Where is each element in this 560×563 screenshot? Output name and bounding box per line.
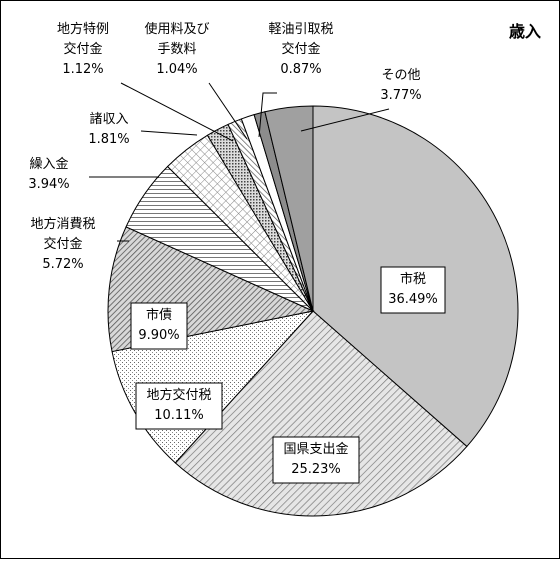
leader-line-6: [140, 130, 198, 136]
slice-label-10: その他 3.77%: [380, 68, 421, 103]
slice-label-3: 市債 9.90%: [138, 307, 179, 343]
leader-lines: [89, 82, 390, 242]
slice-label-box-3: [130, 302, 188, 350]
slice-label-1: 国県支出金 25.23%: [283, 441, 348, 477]
pie-slice-10: [264, 105, 314, 312]
slice-label-5: 繰入金 3.94%: [28, 156, 69, 192]
slice-label-4: 地方消費税交付金 5.72%: [30, 216, 95, 272]
leader-line-10: [300, 108, 390, 132]
slice-label-8: 使用料及び手数料 1.04%: [144, 21, 209, 77]
chart-title: 歳入: [509, 22, 541, 41]
slice-labels: 市税 36.49% 国県支出金 25.23% 地方交付税 10.11% 市債 9.90% 地方消…: [28, 21, 446, 484]
slice-label-box-1: [272, 436, 360, 484]
slice-label-7: 地方特例交付金 1.12%: [57, 21, 109, 77]
slice-label-9: 軽油引取税交付金 0.87%: [268, 22, 333, 77]
slice-label-2: 地方交付税 10.11%: [146, 387, 211, 423]
slice-label-box-2: [135, 382, 223, 430]
pie-slice-1: [174, 310, 468, 517]
slice-label-6: 諸収入 1.81%: [88, 111, 129, 147]
slice-label-0: 市税 36.49%: [388, 271, 438, 307]
leader-line-7: [120, 82, 234, 142]
leader-line-8: [208, 82, 248, 140]
leader-line-9: [258, 92, 277, 138]
slice-label-box-0: [380, 266, 446, 314]
